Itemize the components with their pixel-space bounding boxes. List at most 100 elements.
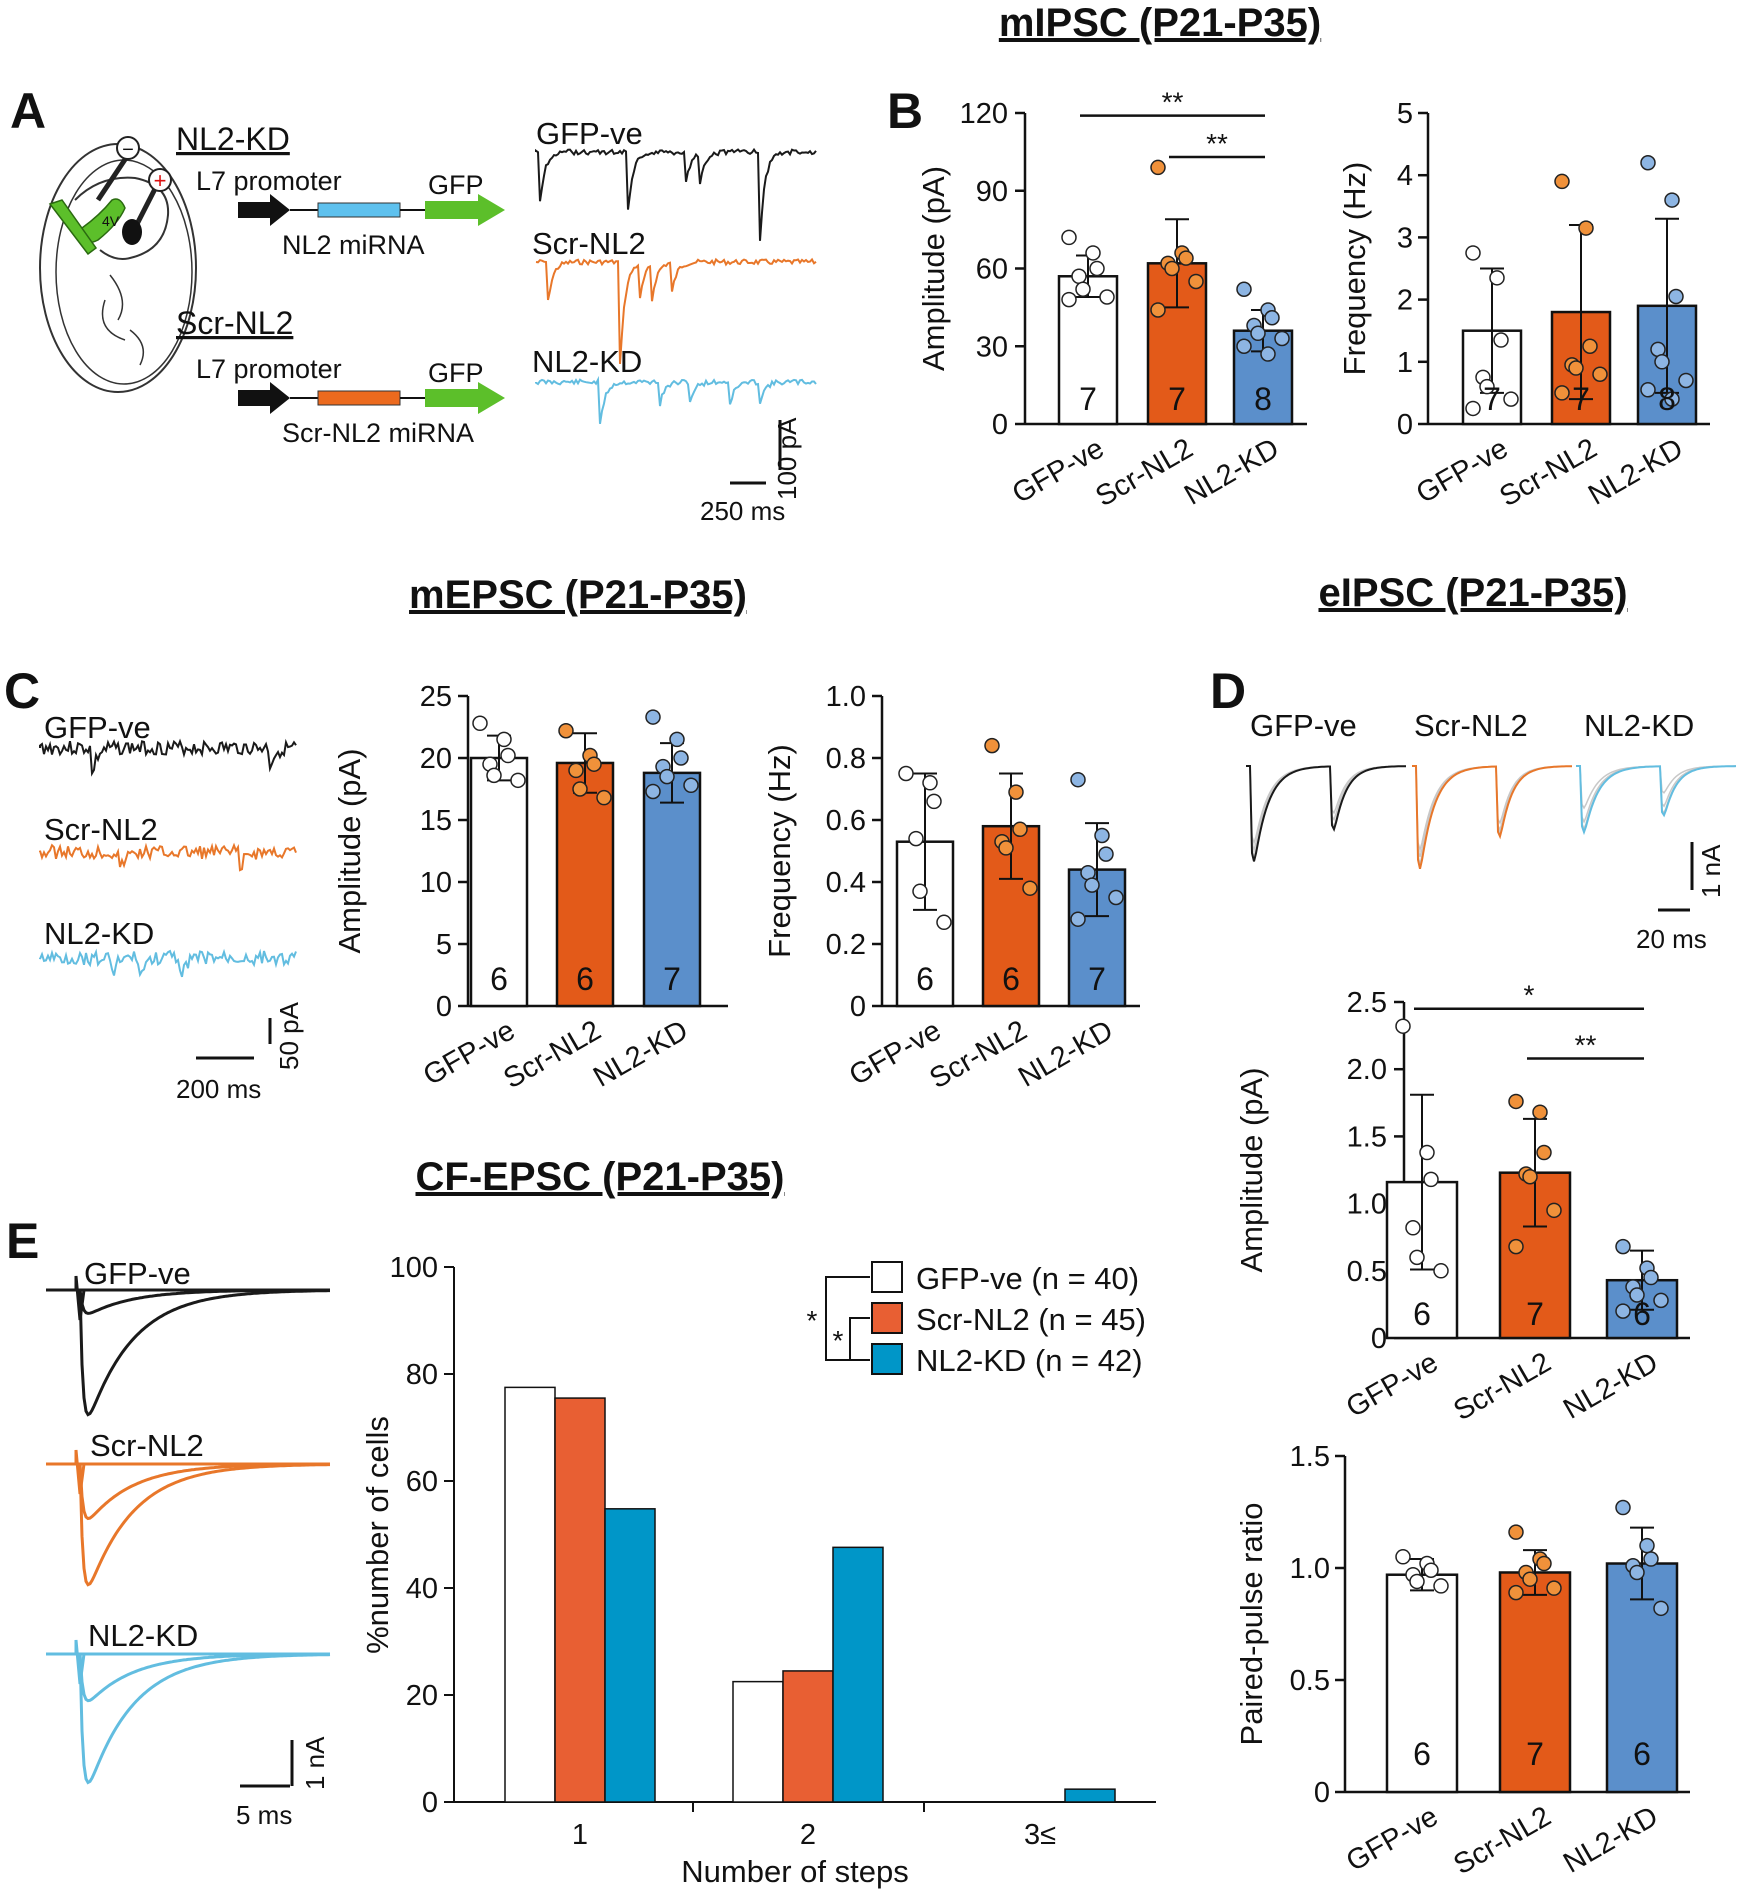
data-point <box>1433 1578 1449 1594</box>
panel-c-traces: GFP-ve Scr-NL2 NL2-KD 50 pA 200 ms <box>39 710 304 1104</box>
y-tick-label: 0.5 <box>1347 1256 1387 1288</box>
data-point <box>1274 330 1290 347</box>
y-axis-label: Paired-pulse ratio <box>1234 1503 1269 1746</box>
data-point <box>1592 366 1608 382</box>
y-axis-label: Frequency (Hz) <box>1337 162 1372 376</box>
panel-label-e: E <box>6 1213 39 1269</box>
panel-label-b: B <box>887 83 923 139</box>
y-tick-label: 1.0 <box>826 681 866 713</box>
data-point <box>1264 309 1280 326</box>
legend-swatch <box>871 1261 903 1293</box>
scalebar-e-x-label: 5 ms <box>236 1800 292 1830</box>
data-point <box>1508 1093 1524 1110</box>
eipsc-sweep <box>1246 765 1406 862</box>
data-point <box>1653 1600 1669 1617</box>
electrode-minus-tip <box>116 136 140 160</box>
data-point <box>683 777 699 794</box>
data-point <box>1639 1537 1655 1554</box>
trace-c-kd-label: NL2-KD <box>44 916 154 951</box>
y-tick-label: 2.0 <box>1347 1054 1387 1086</box>
electrode-plus-blob <box>122 219 142 245</box>
data-point <box>1532 1104 1548 1120</box>
promoter-arrow-kd <box>238 194 290 226</box>
data-point <box>1554 173 1570 190</box>
data-point <box>1508 1238 1524 1255</box>
data-point <box>1578 220 1594 236</box>
data-point <box>1433 1263 1449 1279</box>
cf-trace-scr <box>46 1449 330 1587</box>
data-point <box>596 789 612 806</box>
y-axis-label: Frequency (Hz) <box>762 744 797 958</box>
trace-e-scr-label: Scr-NL2 <box>90 1428 204 1463</box>
y-tick-label: 1.0 <box>1347 1189 1387 1221</box>
gfp-arrow-scr <box>425 382 505 414</box>
y-tick-label: 60 <box>976 254 1008 286</box>
trace-d-kd-label: NL2-KD <box>1584 708 1694 743</box>
data-point <box>1405 1220 1421 1236</box>
y-tick-label: 0 <box>850 991 866 1023</box>
bar-series-2 <box>1064 1788 1116 1803</box>
data-point <box>558 722 574 739</box>
mipsc-trace-scr <box>535 257 817 364</box>
trace-e-gfp-label: GFP-ve <box>84 1256 191 1291</box>
y-tick-label: 0.6 <box>826 805 866 837</box>
data-point <box>673 750 689 766</box>
chart-mipsc-frequency: 0 1 2 3 4 5 Frequency (Hz) 7 GFP-ve 7 Scr-NL2 8 NL2-… <box>1337 98 1710 513</box>
data-point <box>1615 1238 1631 1255</box>
legend-label: GFP-ve (n = 40) <box>916 1261 1139 1296</box>
category-label: GFP-ve <box>1341 1346 1444 1424</box>
nl2-mirna-box <box>317 202 401 218</box>
data-point <box>659 768 675 785</box>
data-point <box>1236 338 1252 354</box>
eipsc-sweep <box>1412 765 1572 870</box>
eipsc-trace-gfp <box>1246 765 1407 862</box>
scalebar-d-x-label: 20 ms <box>1636 924 1707 954</box>
data-point <box>1008 784 1024 800</box>
panel-label-d: D <box>1210 663 1246 719</box>
y-tick-label: 3 <box>1397 222 1413 254</box>
trace-a-scr-label: Scr-NL2 <box>532 226 646 261</box>
trace-d-scr-label: Scr-NL2 <box>1414 708 1528 743</box>
y-tick-label: 100 <box>390 1252 438 1284</box>
y-tick-label: 15 <box>420 805 452 837</box>
legend-label: Scr-NL2 (n = 45) <box>916 1302 1146 1337</box>
significance-label: ** <box>1162 87 1184 118</box>
cfepsc-title: CF-EPSC (P21-P35) <box>416 1155 785 1199</box>
data-point <box>1536 1144 1552 1161</box>
scalebar-e-y-label: 1 nA <box>300 1736 330 1790</box>
eipsc-trace-kd <box>1576 765 1737 836</box>
y-tick-label: 0 <box>1314 1777 1330 1809</box>
y-tick-label: 0 <box>1397 409 1413 441</box>
gfp-arrow-kd <box>425 194 505 226</box>
construct-kd-mirna: NL2 miRNA <box>282 230 425 260</box>
y-tick-label: 0.2 <box>826 929 866 961</box>
data-point <box>1629 1287 1645 1303</box>
y-tick-label: 40 <box>406 1573 438 1605</box>
category-label: NL2-KD <box>1558 1800 1663 1879</box>
data-point <box>568 762 584 779</box>
data-point <box>1643 1269 1659 1286</box>
y-tick-label: 0 <box>992 409 1008 441</box>
y-axis-label: Amplitude (pA) <box>1234 1067 1269 1272</box>
data-point <box>1260 346 1276 362</box>
panel-label-c: C <box>4 663 40 719</box>
data-point <box>1664 192 1680 208</box>
data-point <box>1188 273 1204 290</box>
data-point <box>1070 911 1086 927</box>
trace-d-gfp-label: GFP-ve <box>1250 708 1357 743</box>
data-point <box>1423 1171 1439 1188</box>
data-point <box>1409 1573 1425 1590</box>
data-point <box>1178 250 1194 266</box>
data-point <box>1640 155 1656 171</box>
construct-scr-gfp: GFP <box>428 358 484 388</box>
data-point <box>1465 400 1481 417</box>
data-point <box>1546 1202 1562 1219</box>
data-point <box>1479 378 1495 395</box>
data-point <box>1108 889 1124 906</box>
construct-scr-mirna: Scr-NL2 miRNA <box>282 418 474 448</box>
bar-series-1 <box>782 1670 834 1803</box>
y-tick-label: 25 <box>420 681 452 713</box>
trace-e-kd-label: NL2-KD <box>88 1618 198 1653</box>
data-point <box>1094 827 1110 844</box>
